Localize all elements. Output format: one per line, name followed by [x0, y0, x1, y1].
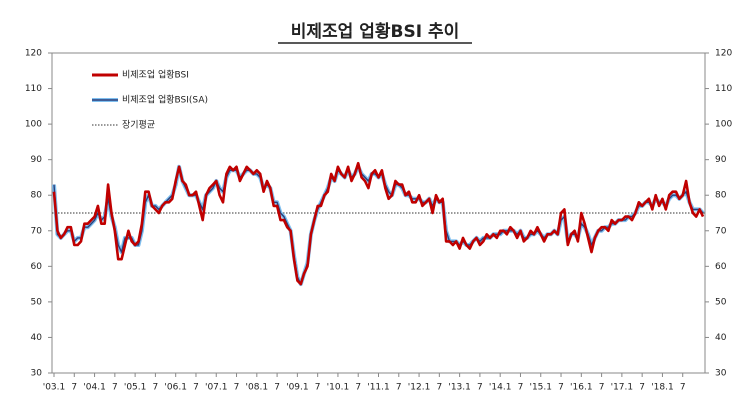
x-tick-label: '17.1 — [611, 383, 634, 393]
x-tick-label: 7 — [558, 383, 564, 393]
y2-tick-label: 80 — [715, 191, 727, 201]
x-tick-label: 7 — [355, 383, 361, 393]
y2-tick-label: 110 — [715, 84, 732, 94]
x-tick-label: '12.1 — [408, 383, 431, 393]
y-tick-label: 110 — [25, 84, 42, 94]
x-tick-label: 7 — [274, 383, 280, 393]
legend-label: 장기평균 — [122, 120, 155, 131]
x-tick-label: 7 — [234, 383, 240, 393]
legend-label: 비제조업 업황BSI — [122, 70, 189, 81]
y2-tick-label: 50 — [715, 297, 727, 307]
y2-tick-label: 40 — [715, 333, 727, 343]
x-tick-label: 7 — [599, 383, 605, 393]
y2-tick-label: 60 — [715, 262, 727, 272]
x-tick-label: 7 — [477, 383, 483, 393]
y2-tick-label: 120 — [715, 49, 732, 59]
y2-tick-label: 70 — [715, 226, 727, 236]
x-tick-label: 7 — [680, 383, 686, 393]
x-tick-label: '15.1 — [529, 383, 552, 393]
x-tick-label: 7 — [639, 383, 645, 393]
x-tick-label: 7 — [436, 383, 442, 393]
x-tick-label: '16.1 — [570, 383, 593, 393]
x-tick-label: '04.1 — [83, 383, 106, 393]
x-tick-label: 7 — [518, 383, 524, 393]
y-tick-label: 100 — [25, 120, 42, 130]
line-series-outline — [52, 164, 705, 287]
chart-title: 비제조업 업황BSI 추이 — [291, 22, 459, 42]
x-tick-label: '05.1 — [124, 383, 147, 393]
x-tick-label: '06.1 — [164, 383, 187, 393]
y-tick-label: 80 — [31, 191, 43, 201]
x-tick-label: '07.1 — [205, 383, 228, 393]
y-tick-label: 70 — [31, 226, 43, 236]
x-tick-label: '09.1 — [286, 383, 309, 393]
x-tick-label: '13.1 — [448, 383, 471, 393]
y2-tick-label: 100 — [715, 120, 732, 130]
line-series — [52, 161, 705, 286]
x-tick-label: '10.1 — [327, 383, 350, 393]
x-tick-label: 7 — [71, 383, 77, 393]
x-tick-label: 7 — [153, 383, 159, 393]
y-tick-label: 60 — [31, 262, 43, 272]
y2-tick-label: 30 — [715, 369, 727, 379]
x-tick-label: '03.1 — [43, 383, 66, 393]
x-tick-label: '08.1 — [246, 383, 269, 393]
y-tick-label: 30 — [31, 369, 43, 379]
y2-tick-label: 90 — [715, 155, 727, 165]
y-tick-label: 90 — [31, 155, 43, 165]
x-tick-label: 7 — [112, 383, 118, 393]
x-tick-label: 7 — [315, 383, 321, 393]
x-tick-label: 7 — [193, 383, 199, 393]
x-tick-label: '14.1 — [489, 383, 512, 393]
y-tick-label: 50 — [31, 297, 43, 307]
y-tick-label: 120 — [25, 49, 42, 59]
y-tick-label: 40 — [31, 333, 43, 343]
x-tick-label: '11.1 — [367, 383, 390, 393]
x-tick-label: '18.1 — [651, 383, 674, 393]
legend-label: 비제조업 업황BSI(SA) — [122, 95, 208, 106]
x-tick-label: 7 — [396, 383, 402, 393]
